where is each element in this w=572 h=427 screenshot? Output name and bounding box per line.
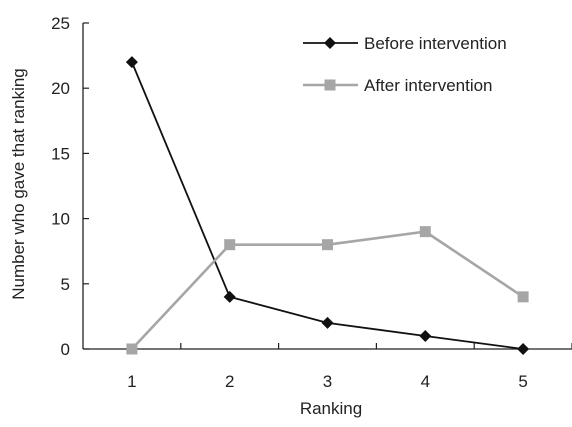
legend-marker-square bbox=[324, 79, 336, 91]
axes-group bbox=[82, 23, 572, 350]
data-point-diamond bbox=[321, 316, 334, 329]
data-point-diamond bbox=[517, 343, 530, 355]
y-axis-title: Number who gave that ranking bbox=[9, 68, 28, 300]
data-point-square bbox=[517, 291, 529, 303]
data-point-square bbox=[224, 239, 236, 251]
legend-marker-diamond bbox=[324, 37, 336, 49]
series-group bbox=[125, 56, 530, 355]
x-axis-title: Ranking bbox=[300, 399, 362, 418]
x-tick-label: 3 bbox=[323, 372, 332, 391]
y-tick-label: 15 bbox=[51, 144, 70, 163]
x-tick-label: 1 bbox=[127, 372, 136, 391]
y-tick-label: 20 bbox=[51, 79, 70, 98]
x-tick-label: 2 bbox=[225, 372, 234, 391]
data-point-diamond bbox=[223, 290, 236, 303]
legend-label: Before intervention bbox=[364, 34, 507, 53]
x-tick-group: 1 2 3 4 5 bbox=[127, 343, 572, 391]
y-tick-label: 5 bbox=[61, 275, 70, 294]
y-tick-label: 25 bbox=[51, 14, 70, 33]
legend-label: After intervention bbox=[364, 76, 493, 95]
series-line bbox=[131, 61, 524, 350]
x-tick-label: 5 bbox=[518, 372, 527, 391]
data-point-square bbox=[126, 343, 138, 355]
legend: Before intervention After intervention bbox=[303, 34, 507, 95]
data-point-diamond bbox=[125, 56, 138, 69]
data-point-square bbox=[419, 226, 431, 238]
data-point-diamond bbox=[419, 329, 432, 342]
y-tick-label: 10 bbox=[51, 210, 70, 229]
y-tick-group: 0 5 10 15 20 25 bbox=[51, 14, 89, 359]
data-point-square bbox=[322, 239, 333, 251]
x-tick-label: 4 bbox=[421, 372, 430, 391]
y-tick-label: 0 bbox=[61, 340, 70, 359]
